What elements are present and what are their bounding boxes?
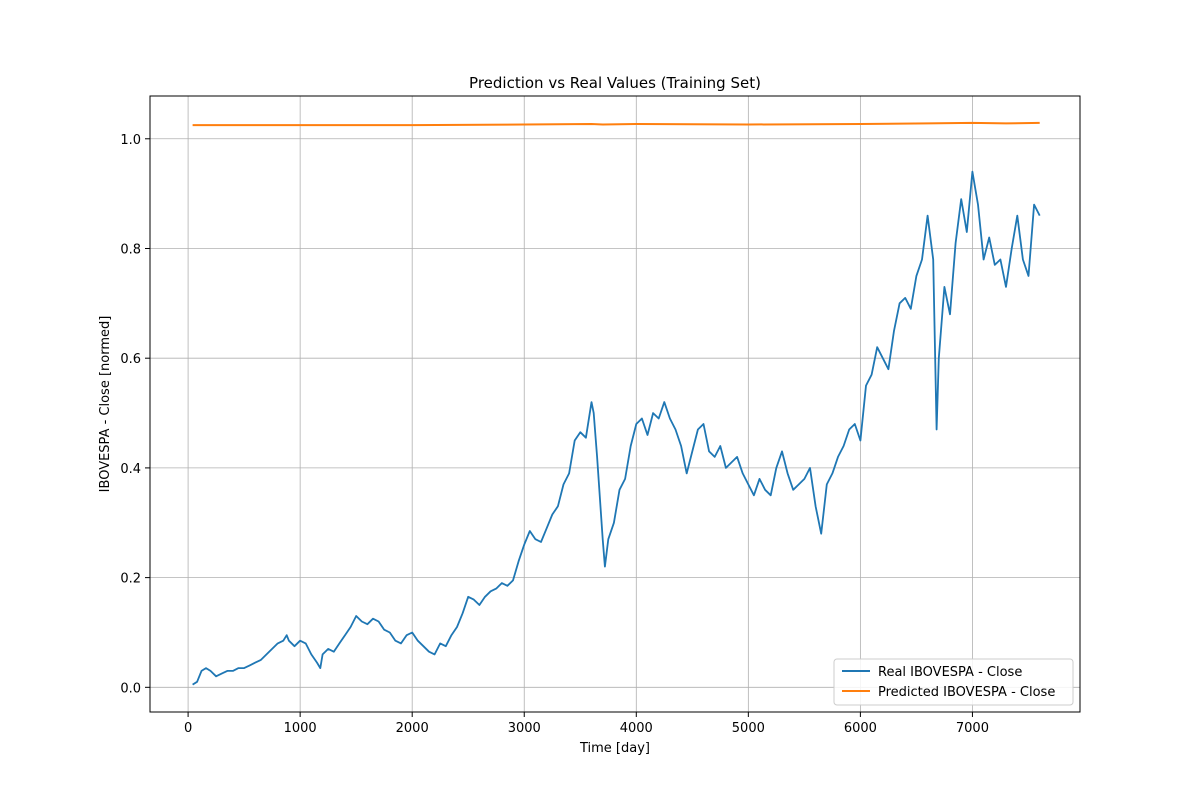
grid-lines	[150, 96, 1080, 712]
x-tick-label: 4000	[620, 721, 653, 736]
x-axis-label: Time [day]	[579, 741, 650, 756]
y-axis-label: IBOVESPA - Close [normed]	[98, 316, 113, 493]
x-tick-label: 6000	[844, 721, 877, 736]
plot-area-frame	[149, 95, 1081, 713]
series-line-predicted	[192, 121, 1040, 127]
x-tick-label: 0	[184, 721, 192, 736]
legend: Real IBOVESPA - Close Predicted IBOVESPA…	[833, 658, 1074, 706]
x-tick-label: 7000	[956, 721, 989, 736]
series-lines	[192, 121, 1041, 686]
y-tick-label: 0.0	[120, 681, 141, 696]
y-tick-label: 0.4	[120, 462, 141, 477]
series-line-real	[192, 170, 1041, 686]
y-tick-label: 0.8	[120, 242, 141, 257]
legend-label-real: Real IBOVESPA - Close	[878, 665, 1022, 680]
y-tick-label: 1.0	[120, 133, 141, 148]
y-axis-ticks: 0.0 0.2 0.4 0.6 0.8 1.0	[120, 133, 150, 696]
x-tick-label: 3000	[508, 721, 541, 736]
legend-label-predicted: Predicted IBOVESPA - Close	[878, 685, 1055, 700]
y-tick-label: 0.2	[120, 572, 141, 587]
x-axis-ticks: 0 1000 2000 3000 4000 5000 6000 7000	[184, 712, 989, 736]
x-tick-label: 2000	[396, 721, 429, 736]
x-tick-label: 5000	[732, 721, 765, 736]
y-tick-label: 0.6	[120, 352, 141, 367]
legend-box	[833, 658, 1074, 706]
chart-title: Prediction vs Real Values (Training Set)	[469, 74, 761, 92]
x-tick-label: 1000	[284, 721, 317, 736]
